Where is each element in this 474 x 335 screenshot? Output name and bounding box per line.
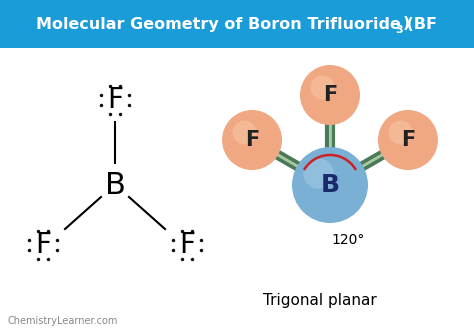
Text: F: F bbox=[35, 231, 51, 259]
Text: Molecular Geometry of Boron Trifluoride (BF: Molecular Geometry of Boron Trifluoride … bbox=[36, 16, 438, 31]
Ellipse shape bbox=[310, 75, 335, 99]
Text: F: F bbox=[401, 130, 415, 150]
Text: ChemistryLearner.com: ChemistryLearner.com bbox=[8, 316, 118, 326]
Text: F: F bbox=[107, 86, 123, 114]
Ellipse shape bbox=[233, 121, 256, 144]
Text: F: F bbox=[245, 130, 259, 150]
Text: F: F bbox=[179, 231, 195, 259]
Text: B: B bbox=[320, 173, 339, 197]
Ellipse shape bbox=[303, 158, 334, 189]
Ellipse shape bbox=[378, 110, 438, 170]
Text: ): ) bbox=[402, 16, 410, 31]
Text: F: F bbox=[323, 85, 337, 105]
Ellipse shape bbox=[388, 121, 412, 144]
FancyBboxPatch shape bbox=[0, 0, 474, 48]
Ellipse shape bbox=[292, 147, 368, 223]
Text: 120°: 120° bbox=[331, 233, 365, 247]
Text: Trigonal planar: Trigonal planar bbox=[263, 292, 377, 308]
Text: B: B bbox=[105, 171, 126, 200]
Text: 3: 3 bbox=[396, 25, 403, 35]
Ellipse shape bbox=[222, 110, 282, 170]
Ellipse shape bbox=[300, 65, 360, 125]
